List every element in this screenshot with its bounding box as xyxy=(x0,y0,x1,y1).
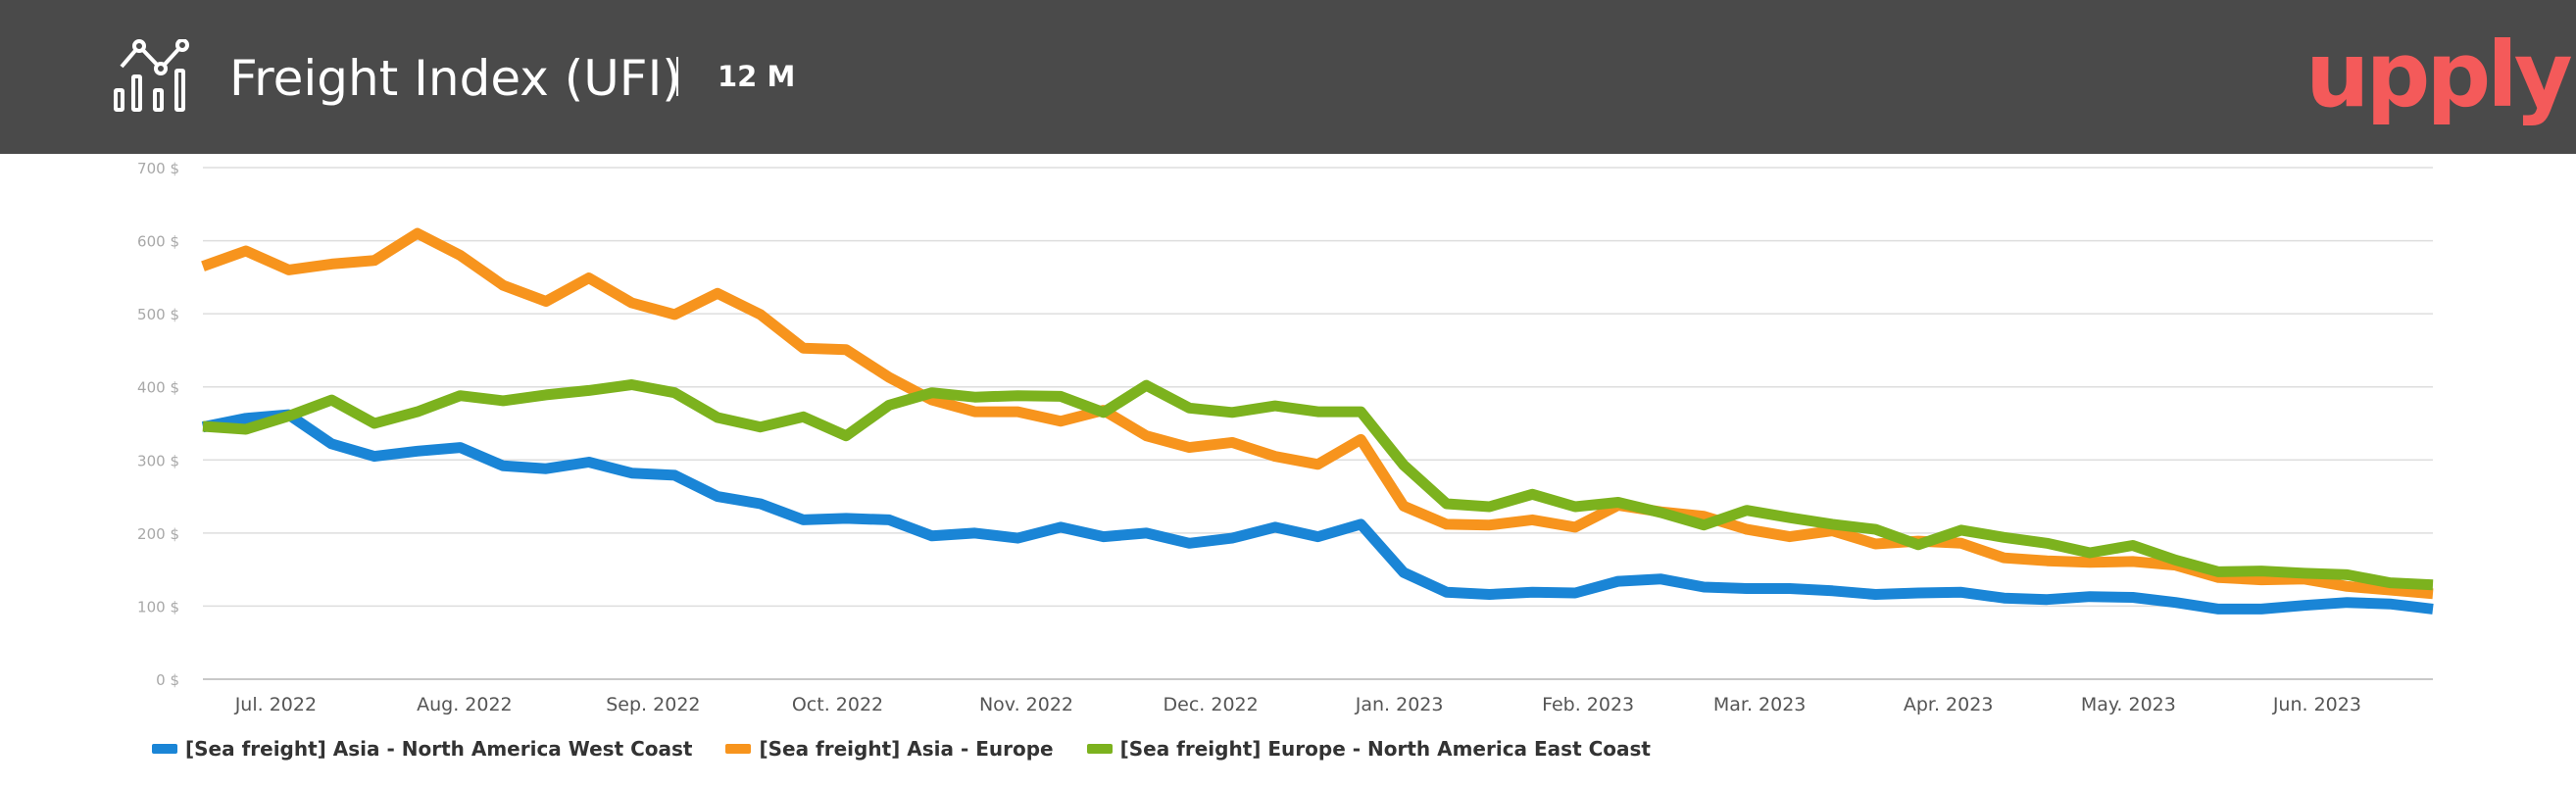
x-tick-label: Jun. 2023 xyxy=(2272,694,2361,715)
legend-swatch xyxy=(725,744,752,754)
series-line-1[interactable] xyxy=(201,409,2434,615)
series-line-2[interactable] xyxy=(201,227,2434,600)
legend-label: [Sea freight] Asia - North America West … xyxy=(185,737,693,761)
page-title: Freight Index (UFI) xyxy=(229,50,681,107)
x-tick-label: Jan. 2023 xyxy=(1355,694,1444,715)
y-tick-label: 200 $ xyxy=(137,525,179,543)
legend-item-series-3[interactable]: [Sea freight] Europe - North America Eas… xyxy=(1086,737,1651,761)
legend-label: [Sea freight] Asia - Europe xyxy=(759,737,1054,761)
x-tick-label: Mar. 2023 xyxy=(1713,694,1807,715)
series-lines xyxy=(201,227,2434,615)
chart-legend: [Sea freight] Asia - North America West … xyxy=(152,737,1651,761)
brand-logo: upply xyxy=(2305,23,2573,127)
x-tick-label: Jul. 2022 xyxy=(234,694,317,715)
title-divider xyxy=(676,57,678,96)
legend-item-series-2[interactable]: [Sea freight] Asia - Europe xyxy=(725,737,1054,761)
legend-swatch xyxy=(1086,744,1113,754)
series-line-3[interactable] xyxy=(202,379,2434,591)
x-tick-label: May. 2023 xyxy=(2081,694,2176,715)
x-tick-label: Apr. 2023 xyxy=(1904,694,1994,715)
y-tick-label: 0 $ xyxy=(156,671,179,689)
legend-label: [Sea freight] Europe - North America Eas… xyxy=(1119,737,1651,761)
legend-swatch xyxy=(152,744,177,754)
y-tick-label: 700 $ xyxy=(137,160,179,177)
x-tick-label: Feb. 2023 xyxy=(1542,694,1634,715)
y-tick-label: 100 $ xyxy=(137,598,179,616)
x-tick-label: Dec. 2022 xyxy=(1164,694,1259,715)
x-tick-label: Sep. 2022 xyxy=(606,694,700,715)
legend-item-series-1[interactable]: [Sea freight] Asia - North America West … xyxy=(152,737,692,761)
chart-analytics-icon xyxy=(114,39,189,112)
x-tick-label: Nov. 2022 xyxy=(979,694,1073,715)
y-tick-label: 500 $ xyxy=(137,306,179,323)
x-tick-label: Oct. 2022 xyxy=(792,694,883,715)
y-axis-ticks: 0 $ 100 $ 200 $ 300 $ 400 $ 500 $ 600 $ 700 $ xyxy=(137,160,179,689)
y-tick-label: 600 $ xyxy=(137,233,179,251)
x-axis-ticks: Jul. 2022 Aug. 2022 Sep. 2022 Oct. 2022 Nov.… xyxy=(234,694,2361,715)
x-tick-label: Aug. 2022 xyxy=(417,694,513,715)
y-tick-label: 400 $ xyxy=(137,379,179,397)
grid-lines xyxy=(203,167,2433,680)
y-tick-label: 300 $ xyxy=(137,452,179,469)
period-label: 12 M xyxy=(718,60,796,93)
header-bar: Freight Index (UFI) 12 M upply xyxy=(0,0,2576,154)
